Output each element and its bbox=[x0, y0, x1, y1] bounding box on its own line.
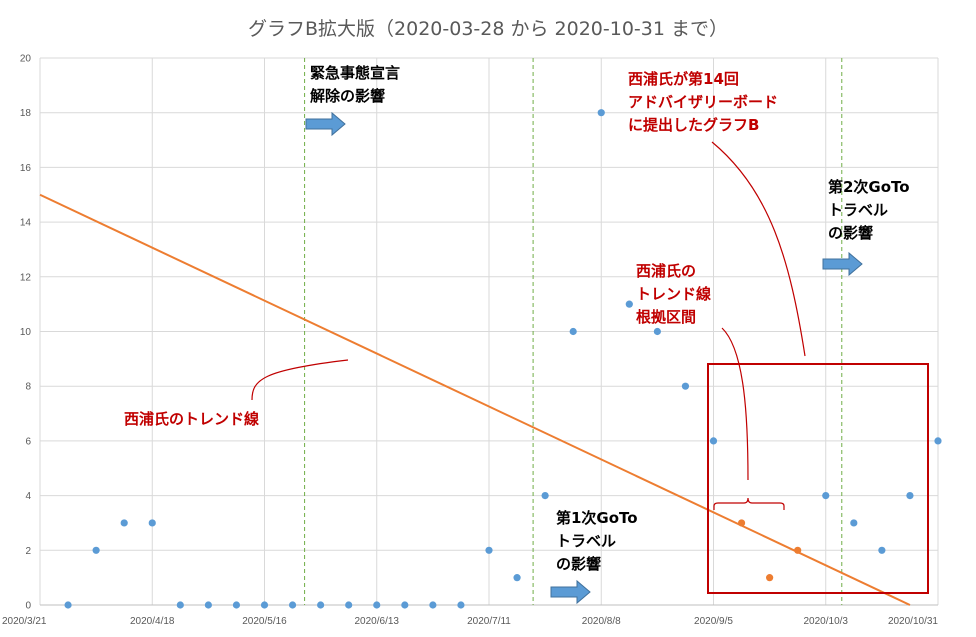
y-tick-label: 4 bbox=[25, 491, 31, 502]
trendline-layer bbox=[39, 193, 911, 606]
goto2-line-2: トラベル bbox=[828, 201, 888, 219]
y-tick-label: 20 bbox=[20, 54, 32, 65]
emergency-line-2: 解除の影響 bbox=[310, 87, 385, 105]
y-tick-label: 10 bbox=[20, 327, 32, 338]
x-tick-label: 2020/3/21 bbox=[2, 616, 47, 627]
goto2-line-3: の影響 bbox=[828, 224, 873, 242]
data-point bbox=[934, 437, 942, 445]
data-point bbox=[653, 327, 661, 336]
x-tick-label: 2020/5/16 bbox=[242, 616, 287, 627]
data-point bbox=[148, 519, 156, 527]
emergency-line-1: 緊急事態宣言 bbox=[310, 64, 400, 82]
data-point bbox=[794, 546, 802, 554]
data-point bbox=[906, 492, 914, 500]
data-point bbox=[345, 601, 353, 609]
trend-label-connector bbox=[251, 359, 349, 401]
x-tick-label: 2020/8/8 bbox=[582, 616, 621, 627]
data-point bbox=[120, 519, 128, 527]
y-tick-label: 0 bbox=[25, 601, 31, 612]
x-tick-label: 2020/6/13 bbox=[355, 616, 400, 627]
goto1-line-2: トラベル bbox=[556, 532, 616, 550]
data-point bbox=[625, 300, 633, 308]
data-point bbox=[541, 492, 549, 500]
data-point bbox=[485, 546, 493, 554]
graphb-line-2: アドバイザリーボード bbox=[628, 93, 778, 111]
data-point bbox=[373, 601, 381, 609]
goto2-arrow-icon bbox=[822, 251, 863, 277]
graphb-line-3: に提出したグラフB bbox=[628, 116, 759, 134]
goto1-line-3: の影響 bbox=[556, 555, 601, 573]
x-tick-label: 2020/4/18 bbox=[130, 616, 175, 627]
y-tick-label: 18 bbox=[20, 108, 32, 119]
data-point bbox=[288, 601, 297, 609]
data-point bbox=[64, 601, 72, 609]
graphb-line-1: 西浦氏が第14回 bbox=[628, 70, 739, 88]
basis-line-1: 西浦氏の bbox=[636, 262, 696, 280]
data-point bbox=[569, 327, 577, 336]
data-point bbox=[457, 601, 465, 609]
trend-label: 西浦氏のトレンド線 bbox=[124, 410, 259, 428]
data-point bbox=[513, 574, 521, 582]
data-point bbox=[878, 546, 886, 554]
vertical-markers bbox=[304, 58, 843, 605]
data-point bbox=[850, 519, 858, 527]
data-point bbox=[401, 601, 409, 609]
gridlines bbox=[39, 57, 939, 606]
goto1-arrow-icon bbox=[550, 579, 591, 605]
trendline bbox=[39, 193, 911, 606]
x-tick-label: 2020/7/11 bbox=[467, 616, 511, 627]
data-point bbox=[232, 601, 241, 609]
data-points bbox=[64, 109, 942, 609]
data-point bbox=[204, 601, 212, 609]
y-tick-label: 6 bbox=[25, 436, 31, 447]
y-tick-label: 8 bbox=[25, 382, 31, 393]
graphb-connector bbox=[711, 141, 806, 357]
y-tick-label: 14 bbox=[20, 218, 32, 229]
data-point bbox=[260, 601, 269, 609]
basis-bracket bbox=[713, 497, 785, 510]
y-axis: 0 2 4 6 8 10 12 14 16 18 20 bbox=[20, 54, 32, 612]
data-point bbox=[429, 601, 437, 609]
data-point bbox=[737, 519, 746, 527]
chart-title: グラフB拡大版（2020-03-28 から 2020-10-31 まで） bbox=[248, 18, 728, 40]
basis-line-3: 根拠区間 bbox=[636, 308, 696, 326]
y-tick-label: 12 bbox=[20, 272, 32, 283]
data-point bbox=[822, 492, 830, 500]
data-point bbox=[681, 382, 690, 390]
goto2-line-1: 第2次GoTo bbox=[828, 178, 910, 196]
data-point bbox=[317, 601, 325, 609]
x-tick-label: 2020/10/3 bbox=[804, 616, 849, 627]
x-axis: 2020/3/21 2020/4/18 2020/5/16 2020/6/13 2020… bbox=[2, 616, 938, 627]
data-point bbox=[176, 601, 184, 609]
x-tick-label: 2020/9/5 bbox=[694, 616, 733, 627]
x-tick-label: 2020/10/31 bbox=[888, 616, 938, 627]
emergency-arrow-icon bbox=[305, 111, 346, 137]
y-tick-label: 16 bbox=[20, 163, 32, 174]
data-point bbox=[597, 109, 605, 117]
basis-connector bbox=[721, 327, 749, 481]
basis-line-2: トレンド線 bbox=[636, 285, 711, 303]
highlight-box bbox=[707, 363, 929, 594]
data-point bbox=[92, 546, 100, 554]
goto1-line-1: 第1次GoTo bbox=[556, 509, 638, 527]
y-tick-label: 2 bbox=[25, 546, 31, 557]
data-point bbox=[766, 574, 774, 582]
data-point bbox=[709, 437, 718, 445]
